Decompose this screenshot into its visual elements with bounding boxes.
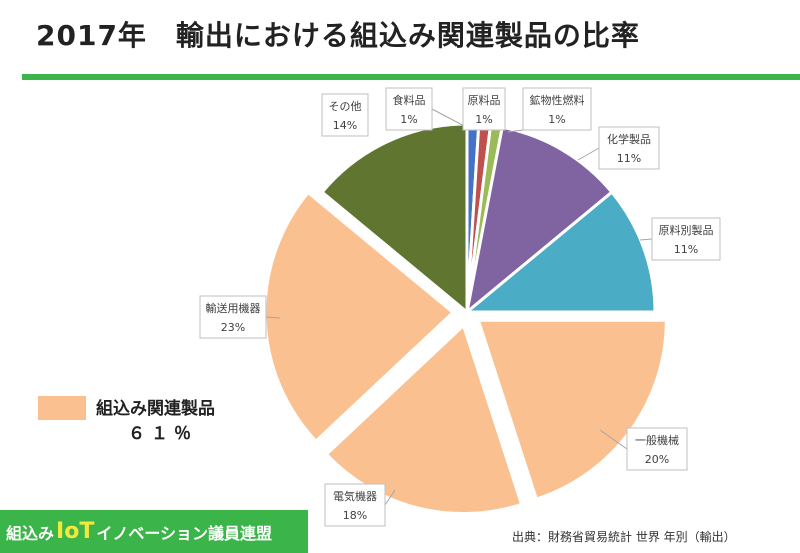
title-underline	[22, 74, 800, 80]
logo-iot: IoT	[54, 519, 97, 544]
leader-line	[431, 108, 469, 129]
slice-label: 原料別製品	[659, 223, 714, 237]
source-note: 出典：財務省貿易統計 世界 年別（輸出）	[512, 530, 736, 544]
label-box	[324, 483, 386, 527]
slice-label: 電気機器	[333, 489, 377, 503]
label-box	[321, 93, 369, 137]
slice-label: 原料品	[468, 93, 501, 107]
slice-percentage: 11%	[674, 243, 698, 256]
legend-percentage: ６１％	[128, 424, 197, 444]
data-label: 一般機械 20%	[599, 427, 688, 471]
label-box	[626, 427, 688, 471]
slice-percentage: 1%	[548, 113, 565, 126]
slice-percentage: 1%	[400, 113, 417, 126]
data-label: 原料品 1%	[462, 87, 506, 131]
label-box	[651, 217, 721, 261]
slice-percentage: 1%	[475, 113, 492, 126]
leader-line	[639, 238, 653, 241]
slice-label: 一般機械	[635, 433, 679, 447]
pie-slice	[462, 190, 657, 314]
data-label: 化学製品 11%	[577, 126, 660, 170]
slice-label: その他	[329, 100, 362, 113]
pie-slice	[320, 122, 469, 316]
data-label: その他 14%	[321, 93, 369, 137]
logo-text-suffix: イノベーション議員連盟	[96, 523, 273, 543]
leader-line	[384, 489, 396, 506]
leader-line	[507, 129, 524, 133]
data-label: 原料別製品 11%	[639, 217, 721, 261]
slice-percentage: 11%	[617, 152, 641, 165]
leader-line	[599, 429, 628, 450]
label-box	[522, 87, 592, 131]
organization-logo: 組込み IoT イノベーション議員連盟	[0, 510, 308, 553]
slice-percentage: 18%	[343, 509, 367, 522]
pie-slice	[324, 322, 524, 516]
data-label: 食料品 1%	[385, 87, 469, 131]
data-label: 鉱物性燃料 1%	[507, 87, 592, 133]
slice-label: 食料品	[393, 93, 426, 107]
page-title: 2017年 輸出における組込み関連製品の比率	[36, 19, 640, 52]
data-label: 輸送用機器 23%	[199, 295, 281, 339]
legend-swatch	[38, 396, 86, 420]
label-box	[199, 295, 267, 339]
leader-line	[577, 147, 600, 161]
logo-text-prefix: 組込み	[6, 523, 55, 543]
slice-label: 化学製品	[607, 132, 651, 146]
label-box	[462, 87, 506, 131]
pie-slice	[464, 125, 614, 316]
slice-label: 鉱物性燃料	[530, 93, 585, 107]
data-label: 電気機器 18%	[324, 483, 396, 527]
legend-label: 組込み関連製品	[96, 399, 215, 419]
leader-line	[265, 316, 281, 319]
slice-percentage: 14%	[333, 119, 357, 132]
slice-percentage: 20%	[645, 453, 669, 466]
slice-label: 輸送用機器	[206, 301, 261, 315]
slice-percentage: 23%	[221, 321, 245, 334]
label-box	[385, 87, 433, 131]
label-box	[598, 126, 660, 170]
